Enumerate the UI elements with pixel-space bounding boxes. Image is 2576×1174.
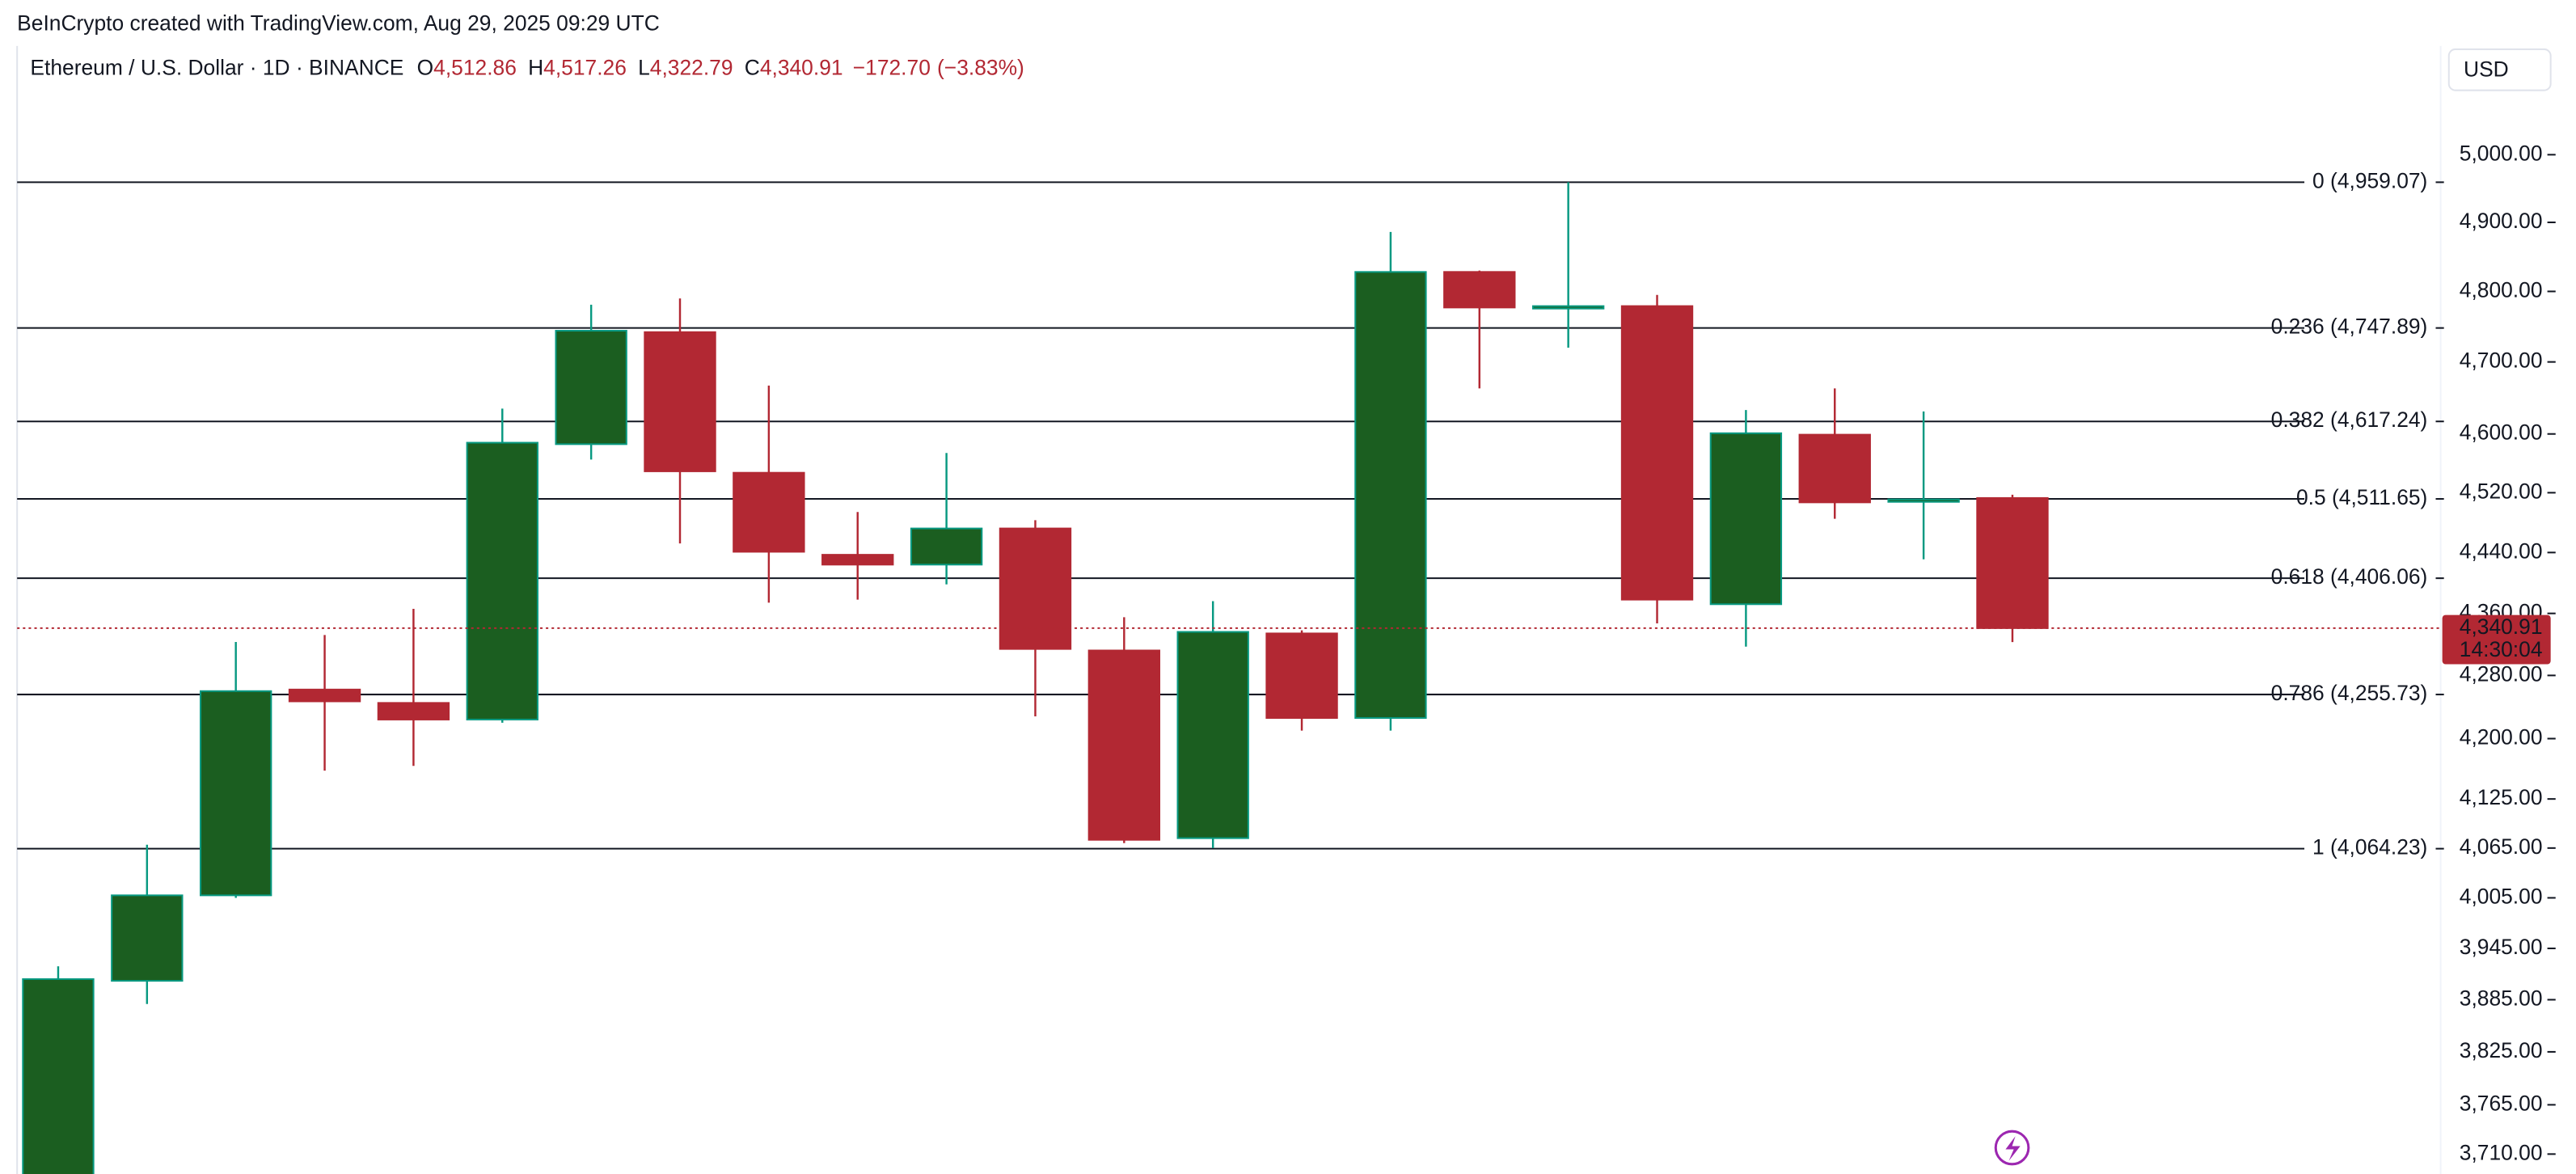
candle-body (1887, 498, 1960, 503)
fib-label: 0.382 (4,617.24) (2271, 408, 2428, 432)
candles (22, 182, 2049, 1174)
fib-label: 0.786 (4,255.73) (2271, 681, 2428, 705)
y-tick-label: 3,710.00 (2460, 1140, 2543, 1164)
y-tick-label: 4,600.00 (2460, 420, 2543, 445)
fib-label: 0.236 (4,747.89) (2271, 315, 2428, 339)
candle-body (1087, 649, 1161, 841)
candle-body (1709, 432, 1783, 606)
y-tick-label: 4,520.00 (2460, 479, 2543, 503)
candle-body (644, 331, 716, 472)
candle-body (466, 441, 538, 720)
candle-body (288, 688, 361, 703)
ohlc-letter: O (417, 55, 434, 79)
currency-button[interactable] (2447, 48, 2552, 91)
candle-body (1443, 271, 1516, 309)
change-pct: (−3.83%) (937, 55, 1024, 79)
y-tick-label: 3,765.00 (2460, 1091, 2543, 1115)
y-tick-label: 3,825.00 (2460, 1038, 2543, 1062)
y-tick-label: 4,440.00 (2460, 538, 2543, 563)
header: BeInCrypto created with TradingView.com,… (17, 11, 660, 35)
icon (1994, 1130, 2030, 1166)
countdown: 14:30:04 (2460, 637, 2543, 661)
fib-label: 1 (4,064.23) (2312, 835, 2427, 859)
candle-body (821, 554, 894, 566)
y-tick-label: 4,700.00 (2460, 348, 2543, 373)
ohlc-value: 4,512.86 (433, 55, 517, 79)
change: −172.70 (853, 55, 931, 79)
ohlc-legend: Ethereum / U.S. Dollar · 1D · BINANCE O4,… (30, 55, 1024, 79)
y-tick-label: 4,280.00 (2460, 661, 2543, 686)
last-price-box (2442, 614, 2551, 665)
ohlc-value: 4,340.91 (760, 55, 843, 79)
fib-label: 0 (4,959.07) (2312, 168, 2427, 192)
ohlc-letter: H (528, 55, 543, 79)
currency: USD (2464, 57, 2509, 81)
candle-body (1798, 433, 1871, 504)
y-tick-label: 4,200.00 (2460, 724, 2543, 749)
candle-body (1531, 305, 1605, 310)
candle-body (1176, 631, 1249, 839)
candle-body (1354, 271, 1427, 719)
y-tick-label: 4,005.00 (2460, 884, 2543, 908)
candle-body (555, 330, 627, 446)
ohlc-value: 4,322.79 (650, 55, 733, 79)
candle-body (377, 702, 450, 720)
last-price-label: 4,340.91 (2460, 614, 2543, 639)
candle-body (1620, 305, 1694, 601)
ohlc-letter: C (745, 55, 760, 79)
y-tick-label: 4,800.00 (2460, 277, 2543, 302)
y-tick-label: 5,000.00 (2460, 141, 2543, 165)
ohlc-value: 4,517.26 (543, 55, 627, 79)
y-tick-label: 4,065.00 (2460, 834, 2543, 859)
y-tick-label: 3,885.00 (2460, 986, 2543, 1010)
y-tick-label: 3,945.00 (2460, 935, 2543, 959)
candle-body (1976, 496, 2049, 629)
candle-body (1265, 632, 1338, 719)
fib-label: 0.5 (4,511.65) (2296, 485, 2427, 509)
symbol-title: Ethereum / U.S. Dollar · 1D · BINANCE (30, 55, 403, 79)
candle-body (200, 690, 272, 897)
y-tick-label: 4,900.00 (2460, 209, 2543, 233)
candle-body (910, 527, 983, 566)
candle-body (999, 527, 1072, 650)
fib-label: 0.618 (4,406.06) (2271, 564, 2428, 589)
ohlc-letter: L (638, 55, 650, 79)
candle-body (22, 978, 95, 1174)
candle-body (111, 894, 184, 982)
y-tick-label: 4,125.00 (2460, 785, 2543, 809)
candle-body (733, 471, 805, 553)
